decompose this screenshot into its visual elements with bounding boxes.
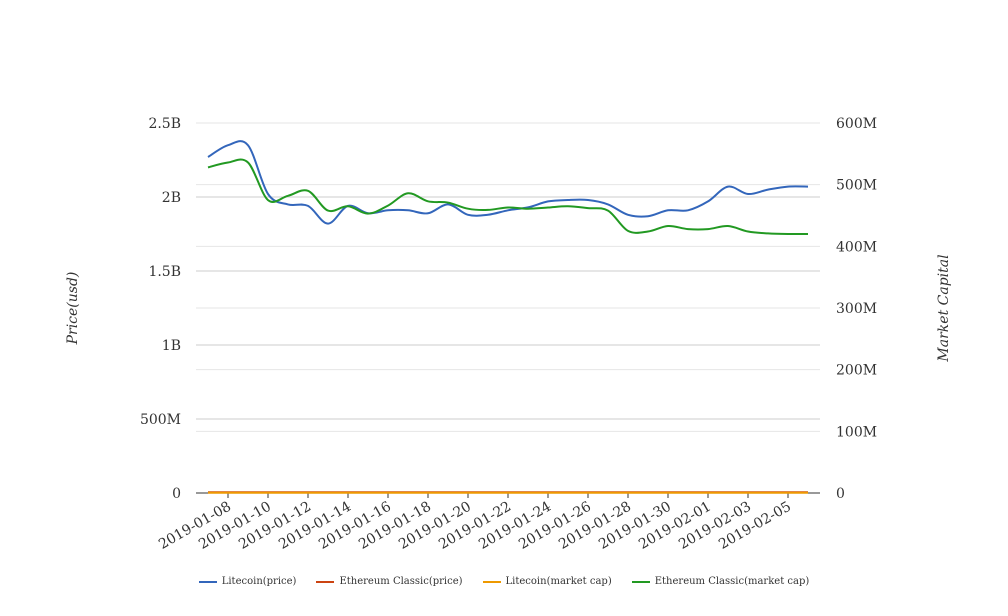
legend-item-ethereum-classic-price[interactable]: Ethereum Classic(price) [316,576,463,587]
right-axis-ticks: 0 100M 200M 300M 400M 500M 600M [836,116,877,502]
right-tick-label: 200M [836,363,877,379]
series-lines [207,140,809,494]
legend-item-litecoin-market-cap[interactable]: Litecoin(market cap) [482,576,612,587]
legend-item-litecoin-price[interactable]: Litecoin(price) [198,576,297,587]
left-tick-label: 0 [172,486,181,502]
legend-label: Ethereum Classic(price) [339,576,463,587]
left-tick-label: 500M [140,412,181,428]
legend-item-ethereum-classic-market-cap[interactable]: Ethereum Classic(market cap) [631,576,810,587]
legend-swatch [198,580,217,583]
series-line-ethereum-classic-market-cap [207,158,809,236]
chart: 0 500M 1B 1.5B 2B 2.5B 0 100M 200M 300M 400M 500M 6… [65,116,952,553]
legend-label: Litecoin(market cap) [505,576,612,587]
right-tick-label: 0 [836,486,845,502]
legend-swatch [316,580,335,583]
left-axis-ticks: 0 500M 1B 1.5B 2B 2.5B [140,116,181,502]
series-line-litecoin-price [207,140,809,225]
right-tick-label: 600M [836,116,877,132]
legend-swatch [482,580,501,583]
right-tick-label: 400M [836,239,877,255]
x-axis-ticks: 2019-01-082019-01-102019-01-122019-01-14… [156,493,794,553]
legend: Litecoin(price) Ethereum Classic(price) Li… [0,576,1008,587]
right-tick-label: 500M [836,178,877,194]
legend-swatch [631,580,650,583]
right-axis-title: Market Capital [936,254,952,362]
right-tick-label: 300M [836,301,877,317]
grid-lines [196,122,820,494]
left-tick-label: 2B [162,190,181,206]
legend-label: Litecoin(price) [221,576,297,587]
right-tick-label: 100M [836,424,877,440]
legend-label: Ethereum Classic(market cap) [654,576,810,587]
left-axis-title: Price(usd) [65,272,81,346]
left-tick-label: 1.5B [148,264,181,280]
left-tick-label: 2.5B [148,116,181,132]
left-tick-label: 1B [162,338,181,354]
